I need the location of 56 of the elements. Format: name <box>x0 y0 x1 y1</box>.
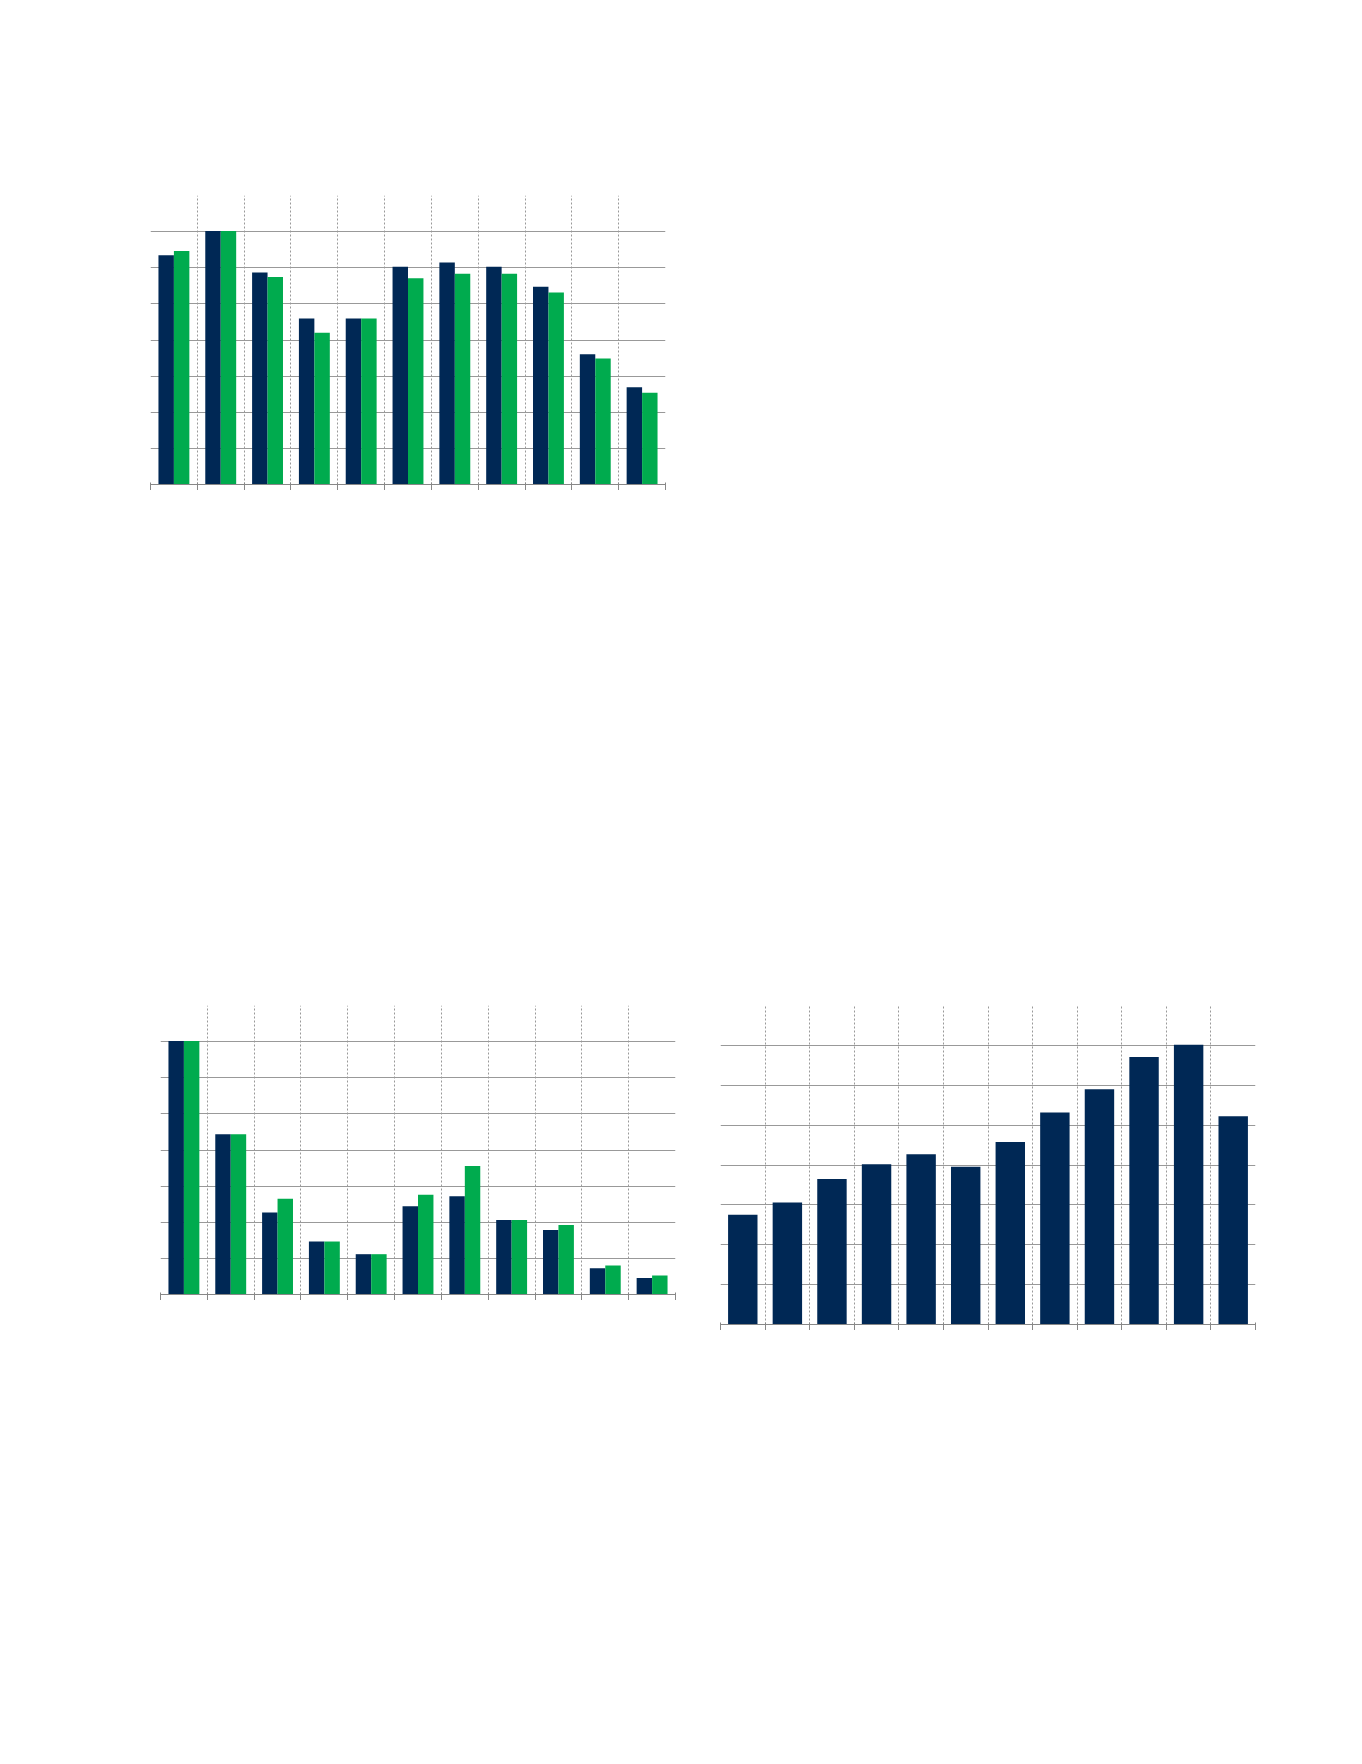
bar <box>951 1166 981 1325</box>
bar <box>355 1254 372 1295</box>
bar <box>371 1254 387 1295</box>
bar <box>636 1278 653 1295</box>
bar <box>772 1202 803 1325</box>
bar <box>626 387 643 485</box>
bar <box>642 392 658 485</box>
bar <box>215 1134 231 1295</box>
bar <box>501 273 518 485</box>
bar <box>906 1154 936 1325</box>
bar <box>439 262 455 485</box>
bar <box>605 1265 621 1295</box>
bar <box>252 272 268 485</box>
bar <box>595 358 611 485</box>
bar <box>392 266 408 485</box>
bar <box>464 1165 481 1295</box>
bar <box>314 332 330 485</box>
bar <box>418 1194 434 1295</box>
bar <box>589 1268 606 1295</box>
bar <box>995 1142 1025 1325</box>
bar <box>298 318 315 485</box>
bar <box>173 251 190 485</box>
bar <box>652 1275 668 1295</box>
bar <box>1173 1044 1204 1325</box>
bar <box>533 286 549 485</box>
bar <box>511 1219 528 1295</box>
bar <box>548 292 564 485</box>
bar <box>486 266 502 485</box>
bar <box>324 1241 340 1295</box>
bar <box>1129 1056 1159 1325</box>
bar <box>158 255 174 485</box>
bar <box>168 1040 184 1295</box>
bar <box>345 318 362 485</box>
bar <box>728 1214 758 1325</box>
bar <box>861 1164 892 1325</box>
bar <box>262 1212 278 1295</box>
bar <box>454 273 471 485</box>
bar <box>267 276 283 485</box>
bar <box>308 1241 325 1295</box>
bar <box>361 318 377 485</box>
bar <box>579 354 596 485</box>
bar <box>1040 1112 1070 1325</box>
bar <box>558 1225 574 1295</box>
bar <box>402 1206 418 1295</box>
bar <box>1084 1089 1115 1325</box>
bar <box>183 1040 200 1295</box>
bar <box>230 1134 247 1295</box>
bar <box>408 278 424 485</box>
bar <box>205 230 221 485</box>
bar <box>220 230 237 485</box>
bar <box>496 1219 512 1295</box>
bar <box>277 1198 293 1295</box>
bar <box>543 1230 559 1295</box>
bar <box>449 1196 465 1295</box>
bar <box>1218 1116 1248 1325</box>
bar <box>817 1178 847 1325</box>
